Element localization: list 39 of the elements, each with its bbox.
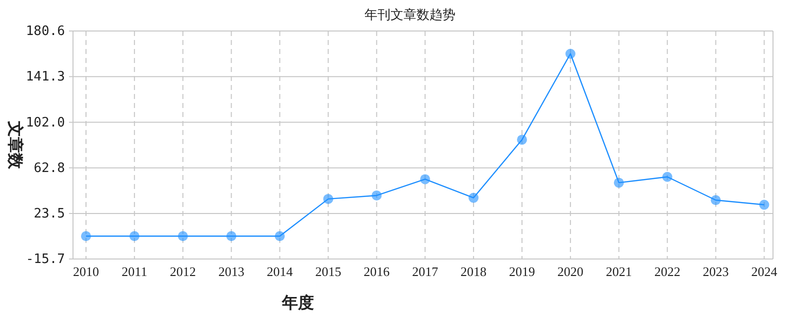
point [372, 190, 382, 200]
point [468, 192, 479, 203]
point [614, 178, 624, 188]
x-tick-label: 2011 [122, 264, 148, 279]
point [226, 231, 236, 242]
point [323, 194, 334, 204]
point [565, 48, 576, 59]
chart-title: 年刊文章数趋势 [364, 7, 456, 22]
y-tick-label: -15.7 [26, 252, 65, 267]
x-tick-label: 2020 [557, 264, 584, 279]
x-tick-label: 2023 [702, 264, 729, 279]
point [759, 200, 770, 210]
point [710, 195, 721, 206]
x-tick-label: 2017 [412, 264, 439, 279]
y-tick-label: 180.6 [26, 24, 65, 39]
point [129, 231, 140, 242]
y-tick-label: 141.3 [26, 70, 65, 85]
x-tick-label: 2014 [266, 264, 294, 279]
point [81, 231, 91, 242]
x-tick-label: 2022 [654, 264, 680, 279]
x-tick-label: 2016 [364, 264, 390, 279]
point [662, 172, 672, 182]
point [420, 174, 430, 184]
x-tick-label: 2012 [170, 264, 196, 279]
point [274, 231, 285, 242]
y-tick-label: 23.5 [34, 206, 65, 222]
y-tick-label: 102.0 [26, 115, 65, 130]
y-axis-title: 文章数 [6, 120, 24, 170]
x-axis-title: 年度 [281, 293, 314, 312]
x-tick-label: 2010 [73, 264, 99, 279]
y-tick-label: 62.8 [34, 160, 65, 176]
point [516, 134, 527, 145]
x-tick-label: 2015 [315, 264, 342, 279]
x-tick-label: 2018 [460, 264, 487, 279]
x-tick-label: 2021 [606, 264, 632, 279]
x-tick-label: 2024 [751, 264, 778, 279]
point [178, 231, 188, 242]
x-tick-label: 2019 [508, 264, 535, 279]
x-tick-label: 2013 [218, 264, 244, 279]
